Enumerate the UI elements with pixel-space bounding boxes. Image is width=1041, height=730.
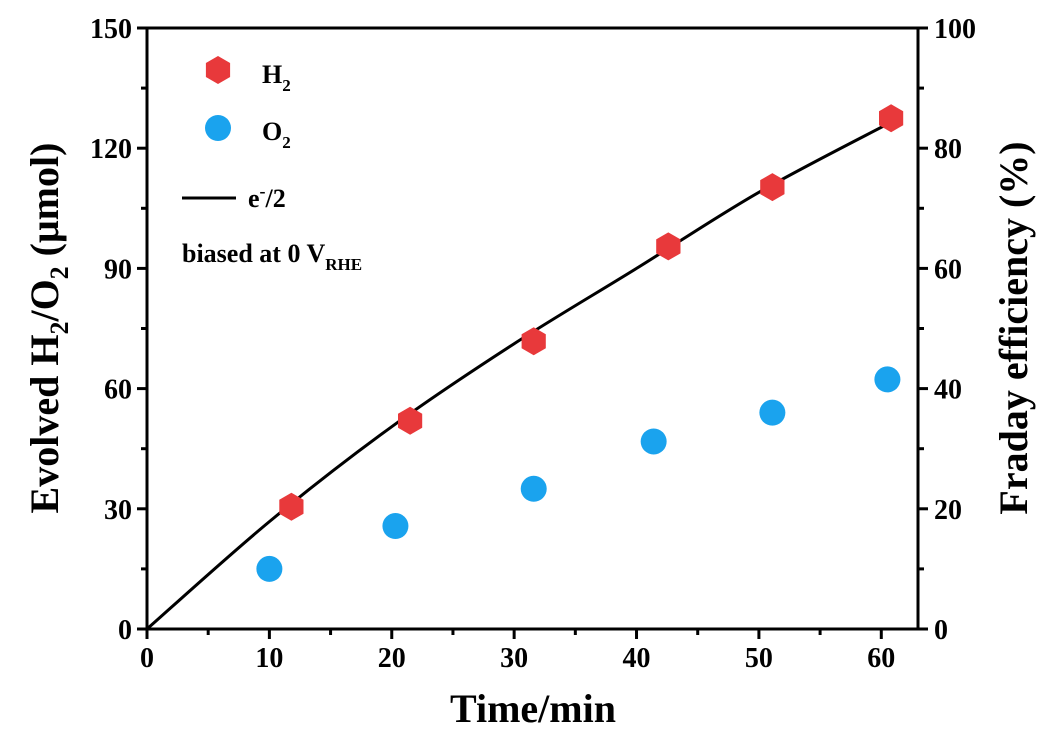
h2-point — [656, 232, 681, 261]
y2-tick-label: 0 — [934, 615, 948, 646]
y2-tick-label: 80 — [934, 134, 962, 165]
x-tick-label: 10 — [255, 643, 283, 674]
y2-tick-label: 20 — [934, 495, 962, 526]
bias-annotation: biased at 0 VRHE — [182, 239, 362, 274]
h2-point — [879, 104, 904, 133]
o2-point — [520, 475, 547, 502]
x-tick-label: 40 — [623, 643, 651, 674]
y2-axis-title: Fraday efficiency (%) — [991, 141, 1036, 514]
series-layer — [146, 104, 904, 631]
h2-point — [279, 492, 304, 521]
x-tick-label: 30 — [500, 643, 528, 674]
legend-label-h2: H2 — [262, 60, 291, 95]
o2-point — [382, 513, 409, 540]
o2-point — [640, 428, 667, 455]
legend: H2 O2 e-/2 biased at 0 VRHE — [182, 56, 362, 274]
h2-point — [398, 406, 423, 435]
x-tick-label: 60 — [867, 643, 895, 674]
o2-point — [874, 366, 901, 393]
legend-marker-h2 — [205, 56, 231, 84]
y-tick-label: 0 — [118, 615, 132, 646]
y-tick-label: 90 — [104, 254, 132, 285]
h2-point — [521, 327, 546, 356]
x-tick-label: 50 — [745, 643, 773, 674]
y-tick-label: 30 — [104, 495, 132, 526]
y2-tick-label: 60 — [934, 254, 962, 285]
y2-tick-label: 100 — [934, 14, 976, 45]
x-tick-label: 0 — [140, 643, 154, 674]
legend-label-o2: O2 — [262, 117, 291, 152]
y2-tick-label: 40 — [934, 375, 962, 406]
x-axis-ticks: 0 10 20 30 40 50 60 — [140, 629, 895, 674]
y-tick-label: 120 — [90, 134, 132, 165]
y-axis-ticks: 0 30 60 90 120 150 — [90, 14, 147, 646]
y-tick-label: 60 — [104, 375, 132, 406]
x-tick-label: 20 — [378, 643, 406, 674]
legend-label-e: e-/2 — [248, 181, 286, 213]
y-tick-label: 150 — [90, 14, 132, 45]
series-line-e — [146, 120, 892, 631]
h2-point — [760, 173, 785, 202]
y-axis-title: Evolved H2/O2 (μmol) — [22, 143, 74, 514]
legend-marker-o2 — [205, 115, 231, 141]
x-axis-title: Time/min — [450, 686, 616, 730]
y2-axis-ticks: 0 20 40 60 80 100 — [918, 14, 976, 646]
o2-point — [759, 399, 786, 426]
o2-point — [256, 555, 283, 582]
